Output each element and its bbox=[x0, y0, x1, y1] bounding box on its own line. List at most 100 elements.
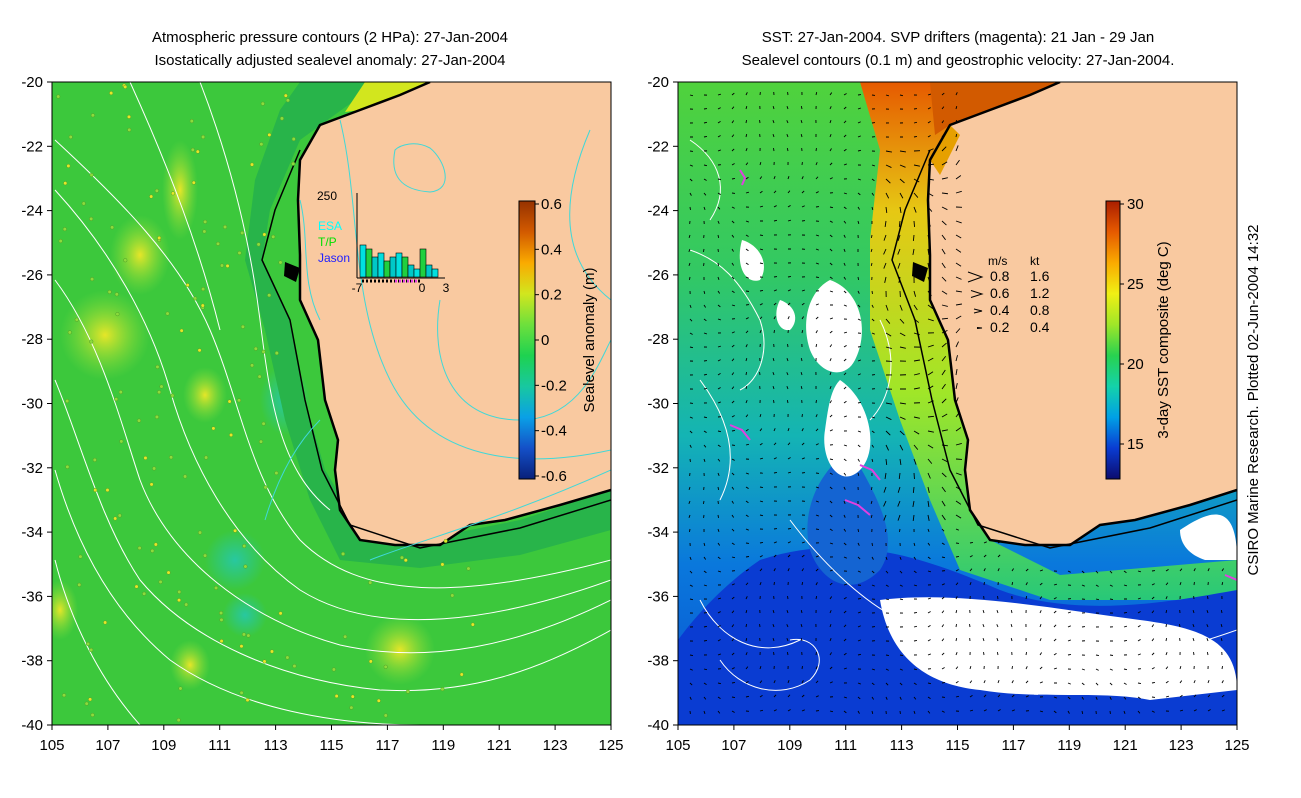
altimeter-sample-dot bbox=[261, 421, 266, 426]
velocity-arrow bbox=[941, 444, 949, 447]
velocity-arrow bbox=[871, 682, 875, 686]
altimeter-sample-dot bbox=[179, 328, 184, 333]
velocity-arrow bbox=[759, 190, 763, 194]
velocity-arrow bbox=[717, 528, 720, 532]
velocity-arrow bbox=[787, 316, 790, 320]
left-lat-tick-label: -36 bbox=[21, 588, 43, 605]
velocity-arrow bbox=[731, 415, 735, 418]
velocity-arrow bbox=[731, 528, 735, 532]
velocity-arrow bbox=[885, 556, 888, 560]
velocity-arrow bbox=[897, 514, 901, 521]
altimeter-sample-dot bbox=[450, 593, 455, 598]
right-lat-tick-label: -40 bbox=[647, 717, 669, 734]
velocity-arrow bbox=[955, 234, 962, 239]
velocity-key-ms: 0.2 bbox=[990, 319, 1010, 335]
altimeter-sample-dot bbox=[190, 147, 195, 152]
velocity-arrow bbox=[787, 541, 791, 544]
velocity-arrow bbox=[899, 696, 902, 700]
altimeter-sample-dot bbox=[158, 579, 163, 584]
velocity-arrow bbox=[689, 178, 693, 182]
velocity-arrow bbox=[1123, 682, 1127, 685]
velocity-arrow bbox=[955, 276, 962, 280]
velocity-arrow bbox=[731, 248, 734, 252]
velocity-arrow bbox=[801, 694, 805, 698]
velocity-key-rows: 0.8 1.60.6 1.20.4 0.80.2 0.4 bbox=[967, 268, 1050, 335]
velocity-arrow bbox=[759, 161, 762, 166]
altimeter-sample-dot bbox=[88, 697, 93, 702]
velocity-arrow bbox=[759, 176, 763, 180]
left-lon-tick-label: 105 bbox=[39, 737, 64, 754]
inset-y-max-label: 250 bbox=[317, 189, 337, 203]
right-colorbar: 30 25 20 15 3-day SST composite (deg C) bbox=[1105, 196, 1172, 480]
velocity-arrow bbox=[1067, 710, 1070, 714]
velocity-arrow bbox=[786, 358, 789, 362]
velocity-arrow bbox=[745, 666, 749, 670]
velocity-arrow bbox=[689, 192, 692, 196]
velocity-arrow bbox=[815, 343, 818, 348]
velocity-key-ms: 0.6 bbox=[990, 285, 1010, 301]
velocity-arrow bbox=[731, 304, 736, 307]
velocity-arrow bbox=[897, 500, 901, 507]
velocity-arrow bbox=[941, 472, 947, 478]
velocity-arrow bbox=[717, 149, 721, 152]
velocity-arrow bbox=[773, 190, 777, 194]
velocity-arrow bbox=[759, 316, 763, 320]
velocity-arrow bbox=[731, 583, 735, 586]
velocity-arrow bbox=[913, 682, 917, 685]
velocity-arrow bbox=[1081, 668, 1085, 671]
velocity-arrow bbox=[955, 652, 958, 656]
velocity-arrow bbox=[745, 500, 749, 504]
altimeter-sample-dot bbox=[274, 471, 279, 476]
velocity-arrow bbox=[1025, 568, 1029, 572]
velocity-arrow bbox=[913, 359, 920, 362]
velocity-arrow bbox=[829, 500, 833, 504]
right-title-line2: Sealevel contours (0.1 m) and geostrophi… bbox=[742, 52, 1175, 69]
velocity-arrow bbox=[997, 680, 1000, 684]
velocity-arrow bbox=[899, 402, 906, 405]
altimeter-sample-dot bbox=[150, 548, 155, 553]
velocity-arrow bbox=[927, 385, 934, 390]
altimeter-sample-dot bbox=[184, 602, 189, 607]
velocity-arrow bbox=[843, 192, 847, 195]
velocity-arrow bbox=[786, 134, 789, 138]
altimeter-sample-dot bbox=[274, 351, 279, 356]
velocity-arrow bbox=[815, 486, 819, 489]
velocity-arrow bbox=[800, 133, 803, 138]
velocity-arrow bbox=[717, 121, 721, 124]
right-lat-tick-label: -32 bbox=[647, 460, 669, 477]
velocity-arrow bbox=[829, 710, 834, 713]
velocity-arrow bbox=[717, 472, 720, 476]
velocity-arrow bbox=[913, 542, 916, 547]
right-land-australia bbox=[928, 82, 1237, 545]
altimeter-sample-dot bbox=[201, 134, 206, 140]
right-colorbar-bar bbox=[1105, 200, 1121, 480]
velocity-arrow bbox=[745, 317, 749, 320]
velocity-arrow bbox=[857, 318, 861, 321]
altimeter-sample-dot bbox=[114, 397, 119, 402]
altimeter-sample-dot bbox=[56, 94, 61, 99]
velocity-arrow bbox=[843, 163, 847, 166]
inset-bar bbox=[425, 264, 433, 278]
velocity-key-header-ms: m/s bbox=[988, 254, 1007, 268]
velocity-arrow bbox=[969, 555, 973, 558]
inset-x-tick: 0 bbox=[419, 281, 426, 295]
velocity-arrow bbox=[1053, 710, 1057, 714]
velocity-arrow bbox=[927, 696, 931, 699]
right-lat-tick-label: -36 bbox=[647, 588, 669, 605]
velocity-arrow bbox=[913, 387, 920, 390]
altimeter-sample-dot bbox=[58, 238, 63, 244]
velocity-arrow bbox=[786, 651, 789, 656]
inset-bar bbox=[413, 268, 421, 278]
altimeter-sample-dot bbox=[253, 346, 258, 351]
velocity-arrow bbox=[815, 666, 818, 670]
velocity-key-arrow bbox=[973, 308, 983, 314]
velocity-arrow bbox=[969, 709, 974, 712]
velocity-arrow bbox=[801, 428, 804, 432]
altimeter-sample-dot bbox=[242, 543, 247, 549]
velocity-arrow bbox=[941, 330, 948, 334]
altimeter-sample-dot bbox=[240, 230, 245, 235]
velocity-arrow bbox=[955, 623, 957, 628]
velocity-arrow bbox=[703, 318, 707, 322]
left-lat-tick-label: -20 bbox=[21, 74, 43, 91]
velocity-arrow bbox=[745, 443, 750, 446]
